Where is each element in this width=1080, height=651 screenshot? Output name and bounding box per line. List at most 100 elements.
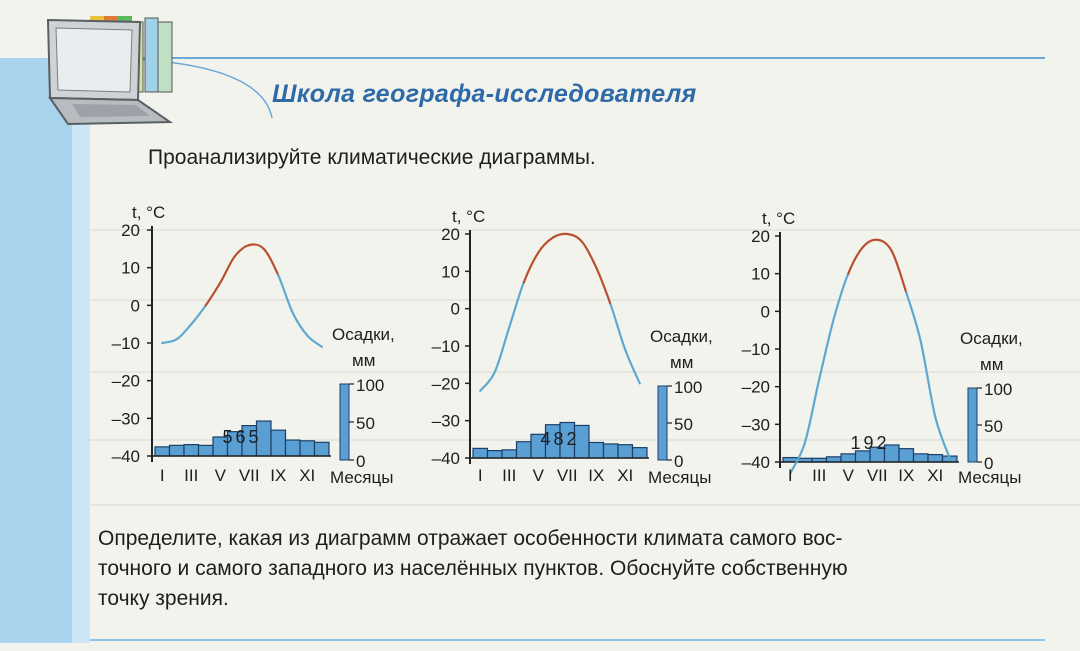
month-tick-label: V (533, 466, 545, 485)
month-tick-label: I (160, 466, 165, 485)
temp-tick-label: 20 (121, 221, 140, 240)
temp-segment (566, 232, 583, 243)
precip-tick-label: 0 (674, 452, 683, 471)
temp-segment (580, 240, 598, 269)
background-texture (0, 229, 1080, 506)
temp-segment (876, 238, 893, 253)
accent-band (0, 58, 72, 643)
temp-segment (537, 236, 554, 254)
temp-segment (262, 247, 280, 277)
precip-axis-label-line2: мм (670, 353, 693, 372)
precip-bar (299, 440, 316, 457)
temp-segment (306, 334, 323, 348)
temp-axis-label: t, °C (762, 209, 795, 228)
precip-tick-label: 50 (356, 414, 375, 433)
annual-precip-label: 482 (540, 429, 579, 449)
temp-segment (890, 249, 908, 294)
temp-segment (789, 442, 806, 475)
temp-segment (803, 378, 821, 445)
month-tick-label: XI (927, 466, 943, 485)
month-tick-label: VII (239, 466, 260, 485)
precip-scale-bar (339, 383, 350, 461)
question-line-1: Определите, какая из диаграмм отражает о… (98, 527, 843, 550)
temp-tick-label: –40 (742, 453, 770, 472)
month-tick-label: IX (270, 466, 286, 485)
precip-bar (313, 441, 330, 457)
temp-segment (847, 246, 864, 275)
temp-tick-label: 10 (121, 259, 140, 278)
precip-bar (270, 429, 287, 457)
temp-tick-label: –20 (432, 374, 460, 393)
temp-segment (204, 281, 222, 307)
temp-tick-label: –30 (432, 412, 460, 431)
month-tick-label: I (478, 466, 483, 485)
temp-axis-label: t, °C (452, 207, 485, 226)
temp-tick-label: 20 (751, 227, 770, 246)
precip-bar (168, 444, 185, 457)
temp-segment (479, 371, 496, 392)
temp-tick-label: –40 (432, 449, 460, 468)
temp-segment (609, 303, 627, 351)
precip-axis-label-line2: мм (980, 355, 1003, 374)
question-line-3: точку зрения. (98, 587, 229, 610)
precip-bar (472, 447, 489, 459)
temp-tick-label: –20 (112, 372, 140, 391)
temp-tick-label: 0 (451, 300, 460, 319)
precip-tick-label: 50 (674, 415, 693, 434)
precip-tick-label: 0 (356, 452, 365, 471)
precip-axis-label-line1: Осадки, (332, 325, 395, 344)
accent-band-inner (72, 58, 90, 643)
precip-bar (486, 450, 503, 459)
precip-axis-label-line1: Осадки, (960, 329, 1023, 348)
precip-bar (154, 446, 171, 457)
precipitation-bars (154, 420, 330, 457)
temp-segment (161, 338, 178, 345)
precip-bar (197, 444, 214, 457)
precip-axis-label-line1: Осадки, (650, 327, 713, 346)
precip-bar (912, 453, 929, 463)
annual-precip-label: 192 (850, 433, 889, 453)
temp-segment (861, 238, 879, 249)
precip-axis-label-line2: мм (352, 351, 375, 370)
temp-tick-label: –10 (742, 340, 770, 359)
temperature-curve (479, 232, 641, 392)
temp-segment (190, 304, 207, 326)
month-tick-label: III (502, 466, 516, 485)
month-tick-label: V (843, 466, 855, 485)
month-tick-label: I (788, 466, 793, 485)
month-tick-label: VII (557, 466, 578, 485)
precip-bar (515, 441, 532, 459)
precip-bar (840, 453, 857, 463)
temp-tick-label: –20 (742, 378, 770, 397)
precip-bar (898, 448, 915, 463)
temp-tick-label: –30 (112, 409, 140, 428)
precip-bar (284, 439, 301, 457)
temp-segment (832, 272, 850, 320)
precip-bar (927, 454, 944, 463)
precip-bar (183, 444, 200, 457)
temp-segment (493, 326, 511, 374)
temp-segment (175, 323, 193, 341)
instruction-text: Проанализируйте климатические диаграммы. (148, 146, 596, 169)
temperature-curve (789, 238, 951, 475)
precip-tick-label: 100 (984, 380, 1012, 399)
month-tick-label: III (812, 466, 826, 485)
temperature-curve (161, 243, 323, 348)
precip-tick-label: 100 (674, 378, 702, 397)
temp-tick-label: –40 (112, 447, 140, 466)
temp-segment (551, 232, 569, 239)
temp-segment (919, 340, 937, 418)
temp-axis-label: t, °C (132, 203, 165, 222)
precip-tick-label: 100 (356, 376, 384, 395)
precip-bar (617, 444, 634, 459)
temp-segment (624, 348, 641, 385)
precipitation-bars (782, 444, 958, 463)
precip-bar (631, 447, 648, 459)
temp-segment (277, 274, 294, 314)
x-axis-label: Месяцы (958, 468, 1021, 487)
